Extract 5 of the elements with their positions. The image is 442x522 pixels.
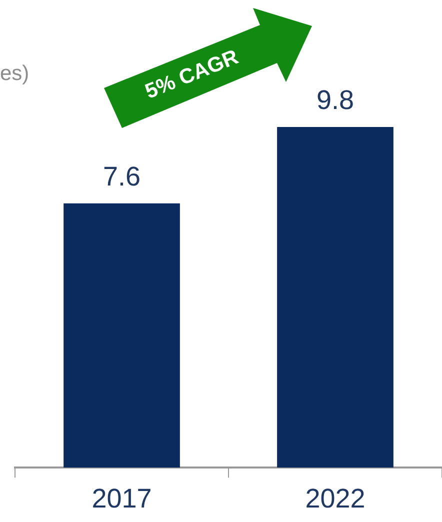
data-label: 9.8 [316, 84, 354, 115]
x-tick-label: 2022 [305, 483, 366, 514]
data-label: 7.6 [102, 161, 141, 192]
text: es) [0, 62, 30, 86]
x-tick-label: 2017 [92, 483, 152, 514]
